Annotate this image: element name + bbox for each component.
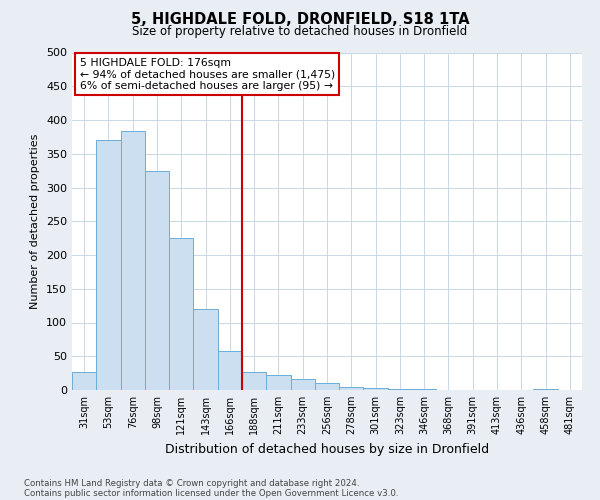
Text: Size of property relative to detached houses in Dronfield: Size of property relative to detached ho… (133, 25, 467, 38)
Bar (218, 351, 242, 390)
Text: Contains public sector information licensed under the Open Government Licence v3: Contains public sector information licen… (24, 488, 398, 498)
Bar (242, 372, 266, 390)
Text: Contains HM Land Registry data © Crown copyright and database right 2024.: Contains HM Land Registry data © Crown c… (24, 478, 359, 488)
Bar (193, 309, 218, 390)
Bar (145, 170, 169, 390)
Bar (169, 238, 193, 390)
Bar (339, 386, 364, 390)
Text: 5, HIGHDALE FOLD, DRONFIELD, S18 1TA: 5, HIGHDALE FOLD, DRONFIELD, S18 1TA (131, 12, 469, 28)
Bar (121, 132, 145, 390)
Y-axis label: Number of detached properties: Number of detached properties (31, 134, 40, 309)
Bar (533, 388, 558, 390)
Bar (364, 388, 388, 390)
Bar (315, 383, 339, 390)
Bar (290, 379, 315, 390)
X-axis label: Distribution of detached houses by size in Dronfield: Distribution of detached houses by size … (165, 442, 489, 456)
Bar (72, 372, 96, 390)
Bar (266, 375, 290, 390)
Text: 5 HIGHDALE FOLD: 176sqm
← 94% of detached houses are smaller (1,475)
6% of semi-: 5 HIGHDALE FOLD: 176sqm ← 94% of detache… (80, 58, 335, 91)
Bar (96, 140, 121, 390)
